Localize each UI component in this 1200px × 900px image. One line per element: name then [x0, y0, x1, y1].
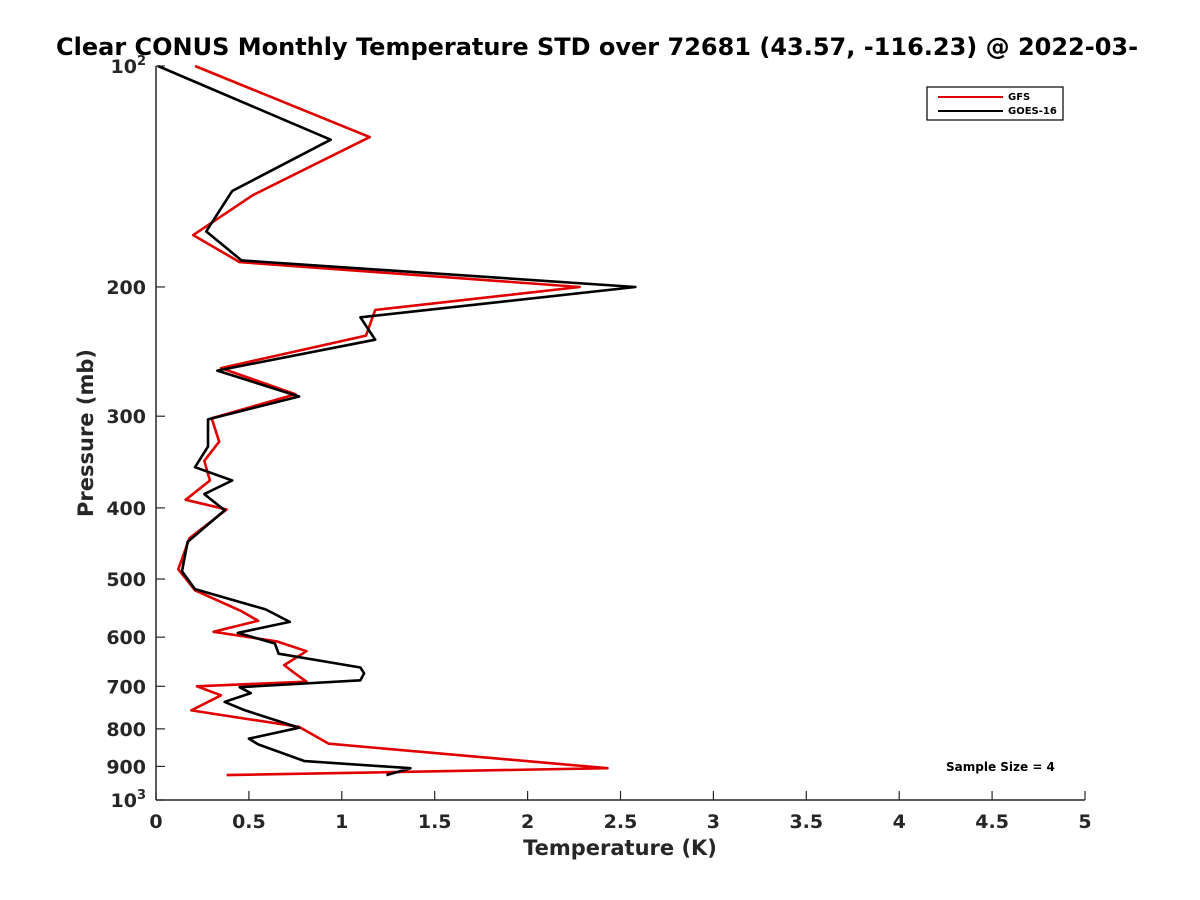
y-tick-label: 900: [106, 756, 146, 778]
x-tick-label: 0: [149, 811, 162, 833]
y-tick-label: 103: [111, 788, 147, 812]
y-axis-label: Pressure (mb): [74, 349, 98, 517]
x-tick-label: 4: [893, 811, 906, 833]
legend-box: [926, 86, 1064, 121]
x-tick-label: 1: [335, 811, 348, 833]
y-tick-label: 800: [106, 719, 146, 741]
series-line-goes16: [157, 64, 637, 777]
x-tick-label: 4.5: [975, 811, 1009, 833]
y-tick-label: 200: [106, 277, 146, 299]
x-tick-label: 1.5: [418, 811, 452, 833]
x-tick-label: 2: [521, 811, 534, 833]
y-tick-label: 300: [106, 406, 146, 428]
legend-label-goes16: GOES-16: [1008, 106, 1057, 117]
y-tick-label: 400: [106, 498, 146, 520]
x-ticks: 0 0.5 1 1.5 2 2.5 3 3.5 4 4.5 5: [149, 791, 1092, 833]
x-tick-label: 0.5: [232, 811, 266, 833]
x-tick-label: 2.5: [604, 811, 638, 833]
y-tick-label: 700: [106, 676, 146, 698]
x-axis-label: Temperature (K): [523, 836, 717, 860]
legend-label-gfs: GFS: [1008, 92, 1030, 103]
y-tick-label: 600: [106, 627, 146, 649]
legend: GFS GOES-16: [926, 86, 1064, 121]
series-layer: [157, 64, 637, 777]
sample-size-annotation: Sample Size = 4: [946, 760, 1055, 774]
y-tick-label: 500: [106, 569, 146, 591]
chart-title: Clear CONUS Monthly Temperature STD over…: [56, 33, 1138, 61]
x-tick-label: 3.5: [789, 811, 823, 833]
x-tick-label: 5: [1078, 811, 1091, 833]
x-tick-label: 3: [707, 811, 720, 833]
series-line-gfs: [177, 64, 609, 777]
